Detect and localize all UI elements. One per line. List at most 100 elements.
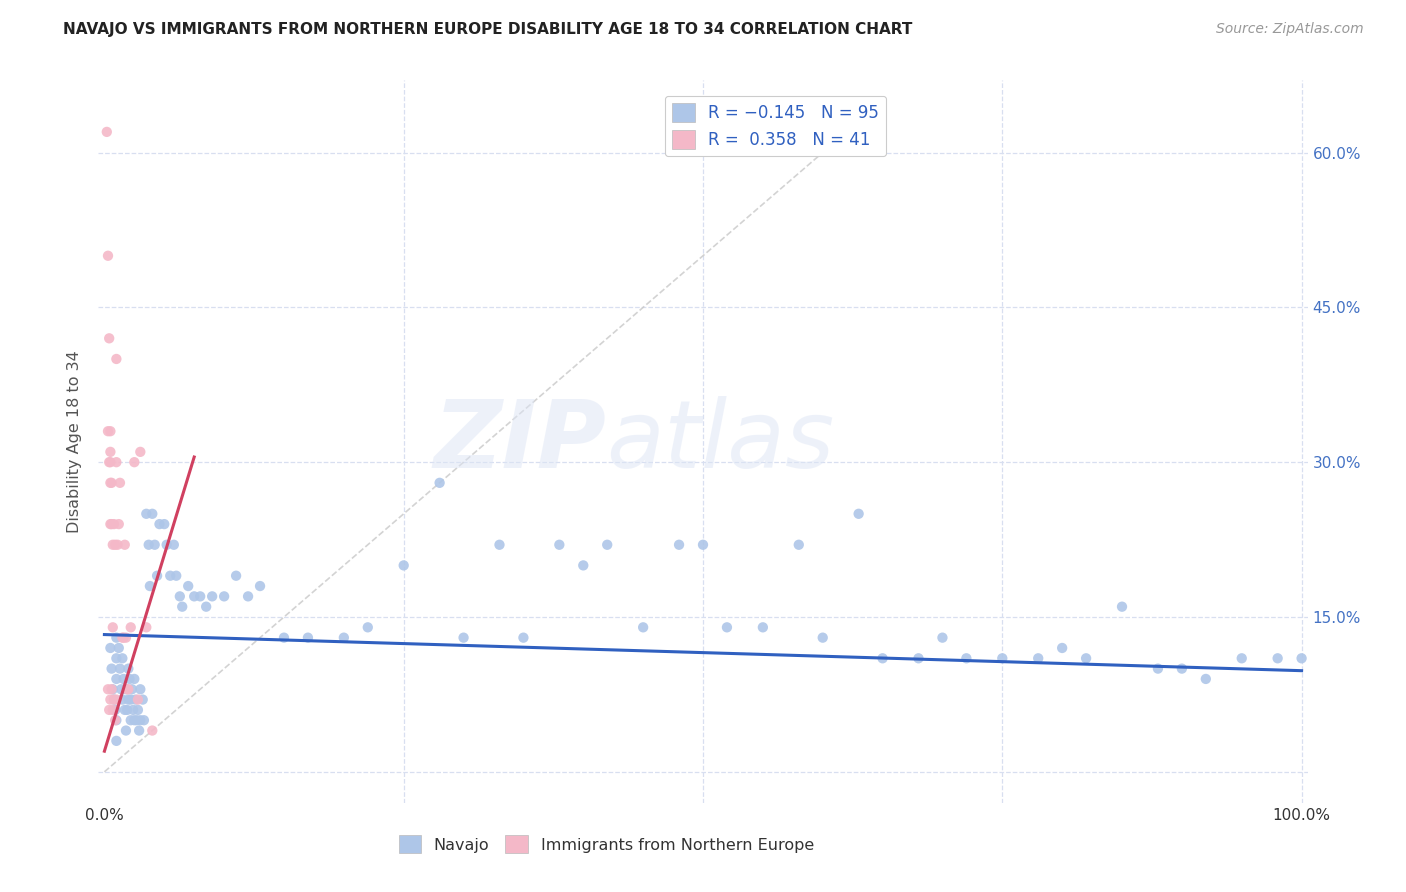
Point bbox=[98, 455, 121, 469]
Point bbox=[101, 703, 124, 717]
Point bbox=[931, 631, 953, 645]
Point bbox=[1171, 662, 1194, 676]
Point bbox=[1074, 651, 1097, 665]
Point bbox=[111, 651, 134, 665]
Point bbox=[125, 713, 148, 727]
Point bbox=[1026, 651, 1049, 665]
Point bbox=[848, 507, 870, 521]
Point bbox=[1195, 672, 1218, 686]
Point bbox=[146, 568, 169, 582]
Point bbox=[548, 538, 571, 552]
Point bbox=[121, 682, 143, 697]
Point bbox=[1111, 599, 1133, 614]
Point bbox=[100, 692, 122, 706]
Point bbox=[177, 579, 200, 593]
Point bbox=[752, 620, 775, 634]
Point bbox=[100, 455, 122, 469]
Point bbox=[132, 713, 155, 727]
Point bbox=[101, 538, 124, 552]
Point bbox=[97, 682, 120, 697]
Point bbox=[100, 475, 122, 490]
Point bbox=[129, 445, 152, 459]
Point bbox=[139, 579, 162, 593]
Point bbox=[105, 713, 128, 727]
Point bbox=[631, 620, 654, 634]
Point bbox=[115, 703, 138, 717]
Point bbox=[104, 703, 127, 717]
Point bbox=[104, 538, 127, 552]
Point bbox=[907, 651, 929, 665]
Point bbox=[111, 631, 134, 645]
Point bbox=[333, 631, 356, 645]
Point bbox=[124, 692, 146, 706]
Y-axis label: Disability Age 18 to 34: Disability Age 18 to 34 bbox=[67, 351, 83, 533]
Point bbox=[225, 568, 247, 582]
Point bbox=[114, 538, 136, 552]
Point bbox=[100, 475, 122, 490]
Point bbox=[572, 558, 595, 573]
Point bbox=[103, 517, 125, 532]
Point bbox=[141, 507, 163, 521]
Point bbox=[453, 631, 475, 645]
Point bbox=[156, 538, 179, 552]
Point bbox=[115, 682, 138, 697]
Legend: Navajo, Immigrants from Northern Europe: Navajo, Immigrants from Northern Europe bbox=[392, 829, 820, 860]
Point bbox=[135, 507, 157, 521]
Text: Source: ZipAtlas.com: Source: ZipAtlas.com bbox=[1216, 22, 1364, 37]
Point bbox=[512, 631, 534, 645]
Point bbox=[105, 351, 128, 366]
Point bbox=[811, 631, 834, 645]
Point bbox=[97, 424, 120, 438]
Point bbox=[120, 692, 142, 706]
Point bbox=[124, 672, 146, 686]
Point bbox=[129, 682, 152, 697]
Point bbox=[163, 538, 186, 552]
Point bbox=[172, 599, 194, 614]
Point bbox=[212, 590, 235, 604]
Point bbox=[236, 590, 259, 604]
Point bbox=[103, 692, 125, 706]
Point bbox=[668, 538, 690, 552]
Point bbox=[100, 445, 122, 459]
Point bbox=[105, 455, 128, 469]
Point bbox=[169, 590, 191, 604]
Point bbox=[105, 651, 128, 665]
Point bbox=[104, 713, 127, 727]
Point bbox=[118, 672, 141, 686]
Point bbox=[115, 631, 138, 645]
Point bbox=[108, 475, 131, 490]
Point bbox=[100, 662, 122, 676]
Point bbox=[97, 249, 120, 263]
Point bbox=[132, 692, 155, 706]
Point bbox=[143, 538, 166, 552]
Point bbox=[112, 631, 135, 645]
Point bbox=[114, 703, 136, 717]
Point bbox=[135, 620, 157, 634]
Point bbox=[991, 651, 1014, 665]
Point bbox=[1230, 651, 1253, 665]
Point bbox=[153, 517, 176, 532]
Point bbox=[138, 538, 160, 552]
Point bbox=[105, 672, 128, 686]
Point bbox=[100, 682, 122, 697]
Point bbox=[129, 713, 152, 727]
Point bbox=[105, 631, 128, 645]
Point bbox=[120, 713, 142, 727]
Point bbox=[115, 682, 138, 697]
Point bbox=[141, 723, 163, 738]
Point bbox=[107, 517, 129, 532]
Text: ZIP: ZIP bbox=[433, 395, 606, 488]
Point bbox=[111, 692, 134, 706]
Point bbox=[120, 620, 142, 634]
Point bbox=[100, 640, 122, 655]
Point bbox=[183, 590, 205, 604]
Point bbox=[100, 517, 122, 532]
Point bbox=[127, 692, 149, 706]
Point bbox=[297, 631, 319, 645]
Point bbox=[1267, 651, 1289, 665]
Point bbox=[1291, 651, 1313, 665]
Point bbox=[148, 517, 170, 532]
Point bbox=[716, 620, 738, 634]
Point bbox=[357, 620, 380, 634]
Point bbox=[1147, 662, 1170, 676]
